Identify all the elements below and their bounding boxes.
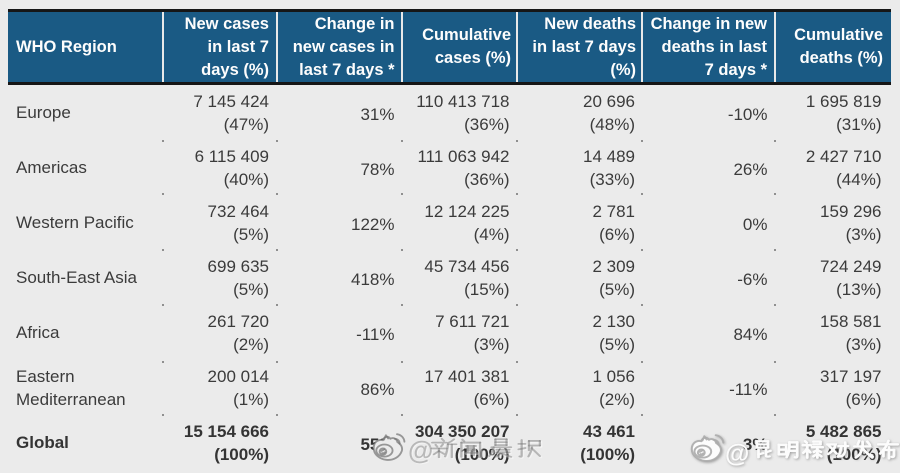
svg-text:@: @ [725,440,749,468]
svg-text:@: @ [408,435,433,465]
svg-text:@: @ [409,436,434,466]
